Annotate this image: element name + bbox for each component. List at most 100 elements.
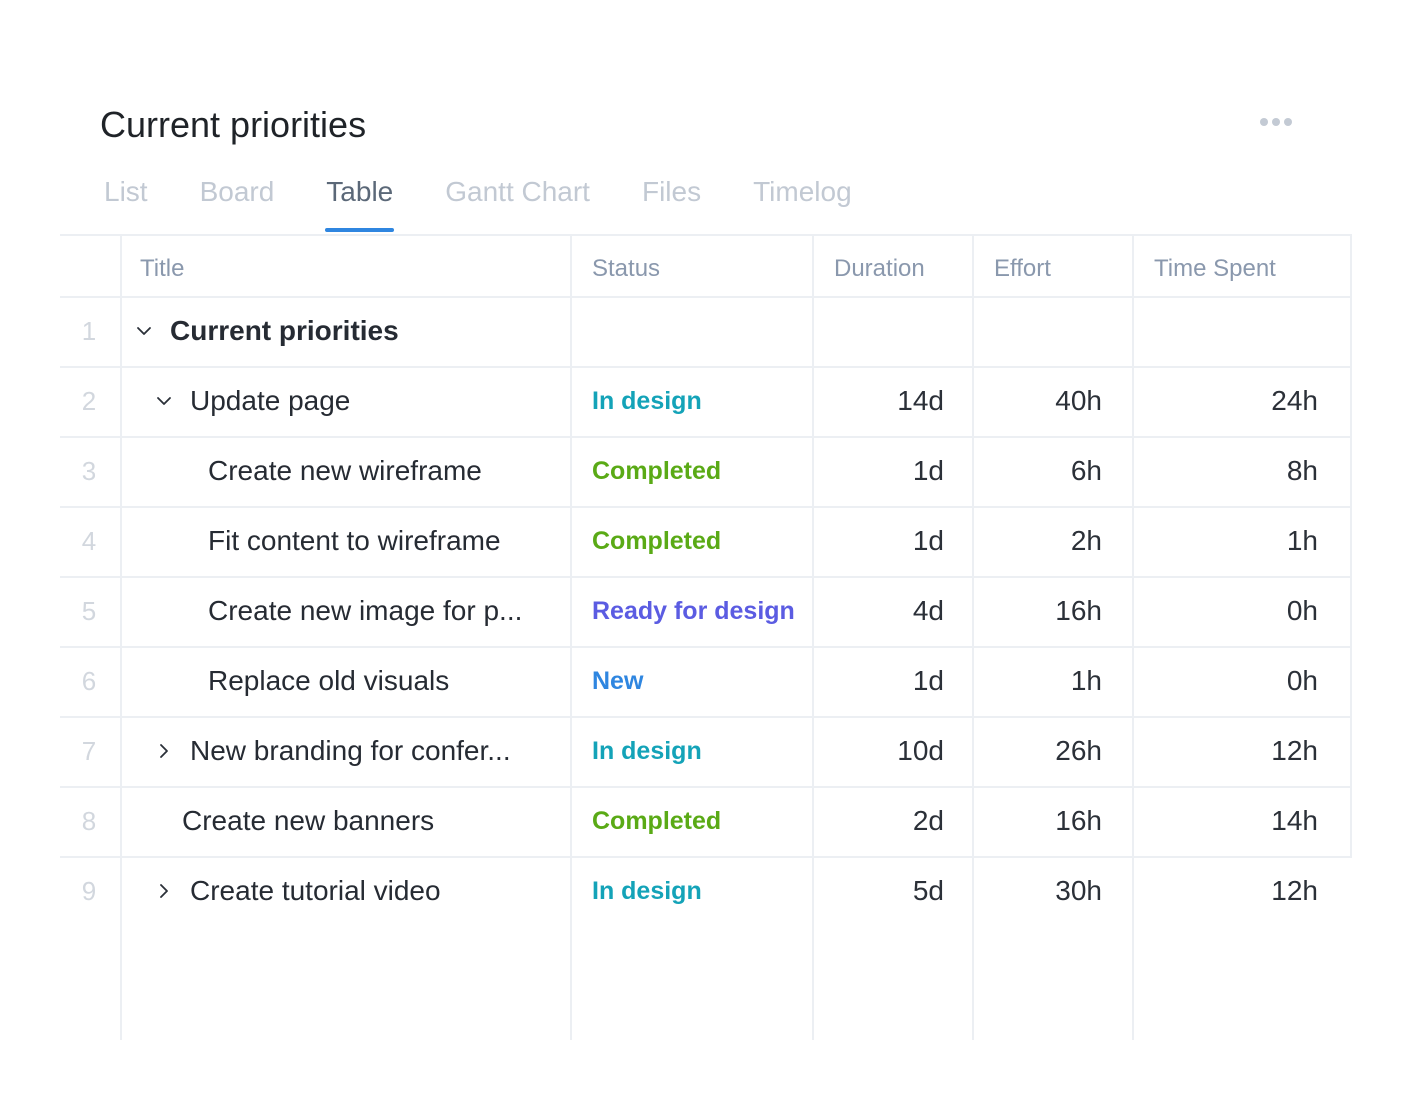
- row-number: 8: [81, 805, 97, 836]
- column-header-title[interactable]: Title: [140, 255, 185, 282]
- chevron-right-icon[interactable]: [156, 743, 172, 759]
- duration-value[interactable]: [812, 296, 944, 366]
- effort-value[interactable]: 2h: [1070, 525, 1102, 556]
- row-divider: [60, 716, 1352, 718]
- status-badge[interactable]: New: [592, 666, 644, 695]
- row-number: 2: [81, 385, 97, 416]
- column-divider: [1132, 234, 1134, 1040]
- tab-timelog[interactable]: Timelog: [753, 176, 852, 207]
- time-spent-value[interactable]: 0h: [1286, 595, 1318, 626]
- status-badge[interactable]: In design: [592, 876, 702, 905]
- task-title-cell[interactable]: Create tutorial video: [156, 856, 562, 926]
- effort-value[interactable]: 16h: [1055, 595, 1102, 626]
- tab-list[interactable]: List: [104, 176, 148, 207]
- duration-value[interactable]: 5d: [912, 875, 944, 906]
- row-divider: [60, 646, 1352, 648]
- status-badge[interactable]: In design: [592, 386, 702, 415]
- row-number: 9: [81, 875, 97, 906]
- effort-value[interactable]: 16h: [1055, 805, 1102, 836]
- column-header-time-spent[interactable]: Time Spent: [1154, 255, 1276, 282]
- task-title-cell[interactable]: Update page: [156, 366, 562, 436]
- column-divider: [120, 234, 122, 1040]
- time-spent-value[interactable]: 24h: [1271, 385, 1318, 416]
- row-divider: [60, 234, 1352, 236]
- task-title: Current priorities: [170, 315, 399, 346]
- time-spent-value[interactable]: 0h: [1286, 665, 1318, 696]
- status-badge[interactable]: Completed: [592, 806, 722, 835]
- column-divider: [570, 234, 572, 1040]
- effort-value[interactable]: 30h: [1055, 875, 1102, 906]
- task-title-cell[interactable]: New branding for confer...: [156, 716, 562, 786]
- duration-value[interactable]: 10d: [897, 735, 944, 766]
- chevron-down-icon[interactable]: [136, 323, 152, 339]
- row-divider: [60, 436, 1352, 438]
- task-title-cell[interactable]: Fit content to wireframe: [208, 506, 588, 576]
- row-number: 4: [81, 525, 97, 556]
- task-title: Update page: [190, 385, 351, 416]
- duration-value[interactable]: 14d: [897, 385, 944, 416]
- row-divider: [60, 856, 1352, 858]
- chevron-down-icon[interactable]: [156, 393, 172, 409]
- status-badge[interactable]: [592, 296, 807, 366]
- row-number: 3: [81, 455, 97, 486]
- page-title: Current priorities: [100, 104, 367, 145]
- status-badge[interactable]: In design: [592, 736, 702, 765]
- task-table: Title Status Duration Effort Time Spent …: [60, 234, 1352, 1040]
- task-title-wrap: Create new wireframe: [208, 455, 482, 487]
- task-title: Create tutorial video: [190, 875, 441, 906]
- more-horizontal-icon: [1260, 118, 1268, 126]
- tab-gantt-chart[interactable]: Gantt Chart: [445, 176, 590, 207]
- effort-value[interactable]: [972, 296, 1102, 366]
- effort-value[interactable]: 26h: [1055, 735, 1102, 766]
- tab-table[interactable]: Table: [325, 170, 395, 232]
- duration-value[interactable]: 1d: [912, 455, 944, 486]
- column-header-duration[interactable]: Duration: [834, 255, 925, 282]
- task-title-wrap: Current priorities: [136, 315, 399, 347]
- chevron-right-icon[interactable]: [156, 883, 172, 899]
- time-spent-value[interactable]: 14h: [1271, 805, 1318, 836]
- effort-value[interactable]: 6h: [1070, 455, 1102, 486]
- status-badge[interactable]: Completed: [592, 456, 722, 485]
- time-spent-value[interactable]: 8h: [1286, 455, 1318, 486]
- task-title: Create new image for p...: [208, 595, 523, 626]
- column-header-status[interactable]: Status: [592, 255, 661, 282]
- tab-files[interactable]: Files: [641, 176, 702, 207]
- task-title: Create new wireframe: [208, 455, 482, 486]
- row-number: 7: [81, 735, 97, 766]
- tab-board[interactable]: Board: [199, 176, 275, 207]
- time-spent-value[interactable]: [1132, 296, 1318, 366]
- time-spent-value[interactable]: 12h: [1271, 875, 1318, 906]
- task-title: New branding for confer...: [190, 735, 511, 766]
- task-title-cell[interactable]: Create new banners: [182, 786, 588, 856]
- task-title-wrap: Fit content to wireframe: [208, 525, 501, 557]
- row-divider: [60, 576, 1352, 578]
- time-spent-value[interactable]: 12h: [1271, 735, 1318, 766]
- task-title-wrap: Update page: [156, 385, 350, 417]
- task-title-cell[interactable]: Current priorities: [136, 296, 562, 366]
- column-divider: [972, 234, 974, 1040]
- duration-value[interactable]: 1d: [912, 525, 944, 556]
- effort-value[interactable]: 40h: [1055, 385, 1102, 416]
- duration-value[interactable]: 2d: [912, 805, 944, 836]
- task-title-cell[interactable]: Create new image for p...: [208, 576, 588, 646]
- row-number: 1: [81, 315, 97, 346]
- status-badge[interactable]: Ready for design: [592, 596, 795, 625]
- effort-value[interactable]: 1h: [1070, 665, 1102, 696]
- more-horizontal-icon-dot: [1284, 118, 1292, 126]
- status-badge[interactable]: Completed: [592, 526, 722, 555]
- more-options-button[interactable]: [1252, 110, 1300, 134]
- task-title-wrap: Replace old visuals: [208, 665, 449, 697]
- row-divider: [60, 366, 1352, 368]
- duration-value[interactable]: 1d: [912, 665, 944, 696]
- task-title-cell[interactable]: Create new wireframe: [208, 436, 588, 506]
- task-title: Fit content to wireframe: [208, 525, 501, 556]
- task-title-wrap: Create new banners: [182, 805, 434, 837]
- row-number: 6: [81, 665, 97, 696]
- task-title-cell[interactable]: Replace old visuals: [208, 646, 588, 716]
- column-header-effort[interactable]: Effort: [994, 255, 1051, 282]
- column-divider: [1350, 234, 1352, 858]
- duration-value[interactable]: 4d: [912, 595, 944, 626]
- row-divider: [60, 506, 1352, 508]
- more-horizontal-icon-dot: [1272, 118, 1280, 126]
- time-spent-value[interactable]: 1h: [1286, 525, 1318, 556]
